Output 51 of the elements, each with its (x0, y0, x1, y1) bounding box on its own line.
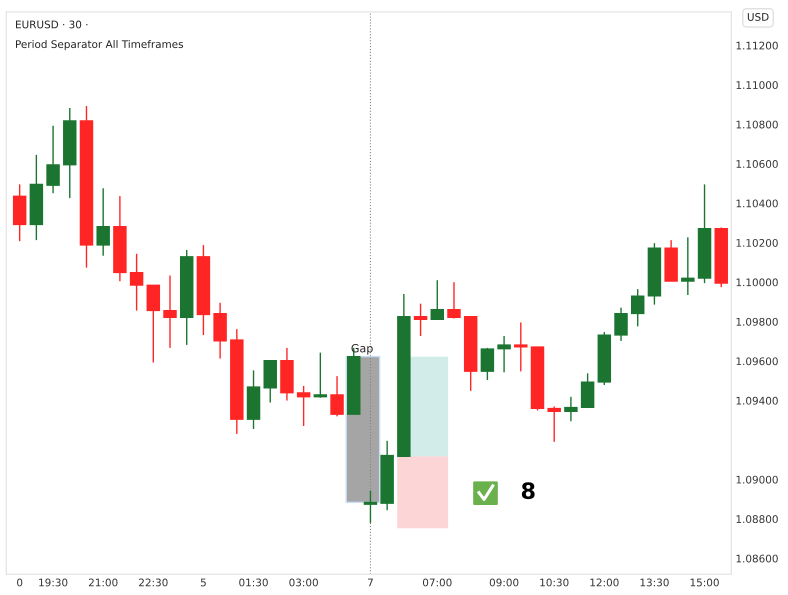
candlestick (46, 125, 60, 194)
x-tick-label: 03:00 (289, 578, 318, 586)
y-axis-title: USD (748, 12, 769, 21)
text: Period Separator All Timeframes (16, 40, 184, 50)
candlestick (330, 375, 344, 418)
candlestick (564, 396, 578, 422)
y-tick-label: 1.10000 (736, 278, 778, 286)
x-tick-label: 7 (368, 578, 373, 586)
x-tick-label: 19:30 (39, 578, 68, 586)
candlestick (364, 490, 378, 524)
y-tick-label: 1.10800 (736, 120, 778, 128)
y-tick-label: 1.11200 (736, 42, 778, 50)
y-tick-label: 1.09800 (736, 318, 778, 326)
candlestick (314, 352, 328, 398)
x-tick-label: 21:00 (88, 578, 118, 586)
candlestick (681, 236, 695, 296)
candlestick (296, 385, 310, 427)
candlestick (480, 347, 494, 381)
candlestick (414, 302, 428, 337)
candlestick (547, 406, 561, 442)
y-tick-label: 1.09400 (736, 396, 778, 405)
candlestick (514, 322, 528, 372)
candlestick (163, 274, 177, 349)
x-tick-label: 09:00 (490, 578, 518, 586)
annotation: 8 (522, 482, 535, 500)
candlestick (630, 288, 644, 328)
text: EURUSD · 30 · (16, 20, 88, 28)
y-tick-label: 1.10600 (736, 160, 778, 168)
x-tick-label: 01:30 (239, 578, 268, 586)
y-tick-label: 1.10400 (736, 199, 778, 208)
annotation: Gap (351, 344, 373, 355)
x-tick-label: 0 (17, 578, 22, 586)
candlestick (614, 306, 628, 342)
candlestick (430, 280, 444, 320)
x-tick-label: 5 (200, 578, 206, 586)
y-tick-label: 1.11000 (736, 81, 778, 90)
x-tick-label: 22:30 (139, 578, 168, 586)
x-tick-label: 07:00 (422, 578, 452, 586)
y-tick-label: 1.08600 (736, 554, 778, 562)
y-tick-label: 1.09000 (736, 476, 778, 484)
x-tick-label: 10:30 (540, 578, 569, 586)
y-tick-label: 1.09600 (736, 357, 778, 366)
candlestick (130, 253, 144, 312)
y-tick-label: 1.10200 (736, 238, 778, 247)
x-tick-label: 13:30 (640, 578, 669, 586)
x-tick-label: 15:00 (690, 578, 719, 586)
x-tick-label: 12:00 (590, 578, 619, 586)
y-tick-label: 1.08800 (736, 515, 778, 524)
candlestick (96, 188, 110, 256)
candlestick (447, 281, 461, 320)
candlestick (497, 335, 511, 374)
